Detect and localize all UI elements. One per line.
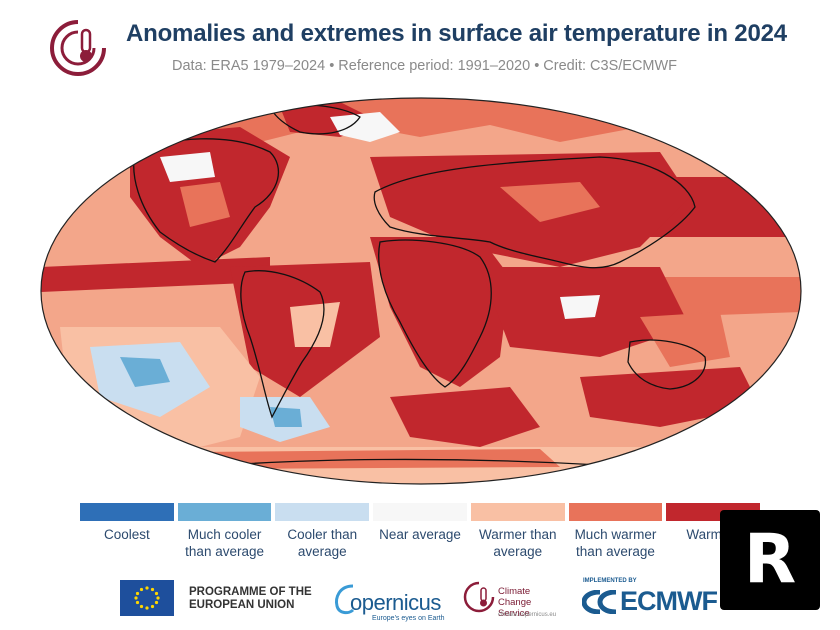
legend-swatch-cooler (275, 503, 370, 521)
page-subtitle: Data: ERA5 1979–2024 • Reference period:… (172, 58, 678, 74)
ecmwf-implemented-by: IMPLEMENTED BY (583, 578, 637, 584)
legend-swatch-much-cooler (177, 503, 272, 521)
r-badge-letter: R (743, 520, 797, 599)
legend-swatches (80, 503, 761, 521)
ecmwf-logo-text: ECMWF (620, 586, 718, 616)
eu-flag-icon (120, 580, 174, 616)
legend-label-cooler: Cooler than average (287, 527, 358, 559)
legend-label-coolest: Coolest (103, 527, 150, 542)
footer-logos: PROGRAMME OF THE EUROPEAN UNION opernicu… (0, 574, 840, 630)
legend-swatch-much-warmer (568, 503, 663, 521)
legend-label-much-warmer: Much warmer than average (574, 527, 657, 559)
r-badge: R (720, 510, 820, 610)
legend-swatch-warmer (470, 503, 565, 521)
temperature-anomaly-world-map (40, 97, 802, 485)
legend-swatch-near (373, 503, 467, 521)
c3s-thermometer-logo-icon (50, 20, 106, 76)
c3s-title: Climate Change Service (498, 586, 532, 619)
eu-programme-text: PROGRAMME OF THE EUROPEAN UNION (189, 586, 312, 611)
legend-labels: Coolest Much cooler than average Cooler … (80, 526, 760, 560)
copernicus-logo-text: opernicus (350, 590, 441, 615)
page-title: Anomalies and extremes in surface air te… (126, 20, 787, 47)
legend-swatch-coolest (80, 503, 174, 521)
legend-label-near: Near average (379, 527, 461, 542)
ecmwf-logo-icon (582, 590, 617, 614)
c3s-logo-icon (463, 581, 495, 613)
copernicus-swirl-icon (335, 584, 355, 615)
legend-label-warmer: Warmer than average (478, 527, 557, 559)
c3s-url: climate.copernicus.eu (498, 612, 557, 618)
copernicus-tagline: Europe's eyes on Earth (372, 615, 445, 622)
legend-label-much-cooler: Much cooler than average (185, 527, 264, 559)
